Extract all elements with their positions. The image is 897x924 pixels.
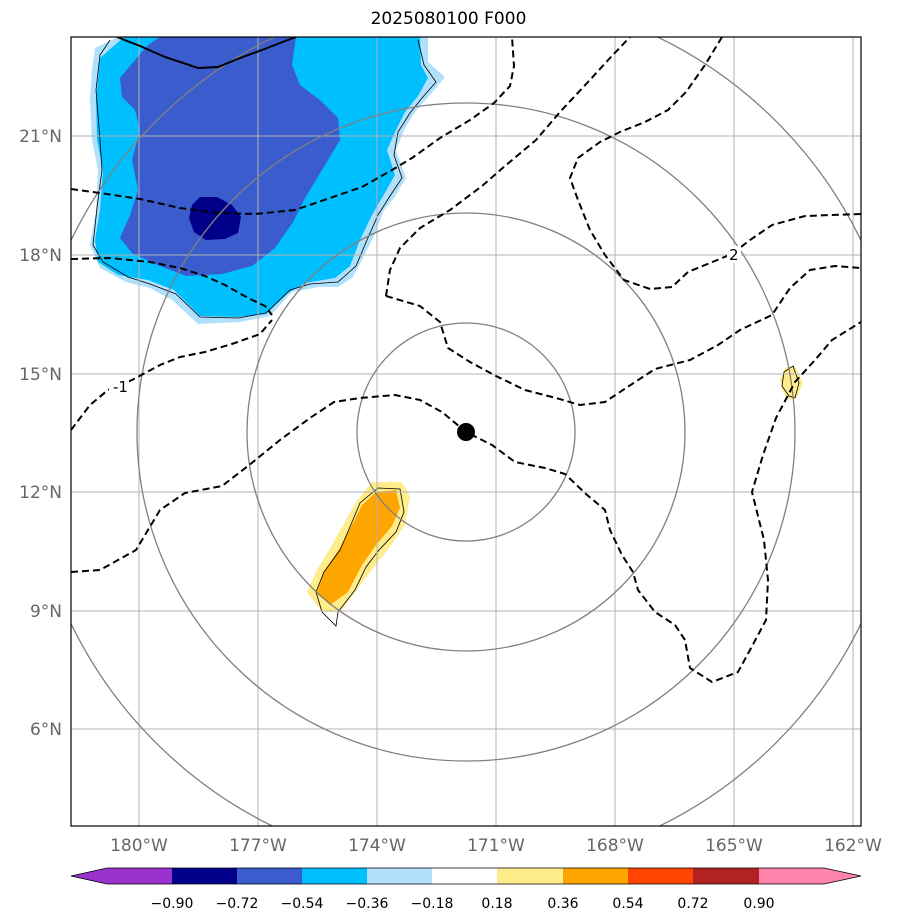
lat-axis-labels: 21°N 18°N 15°N 12°N 9°N 6°N xyxy=(19,127,62,740)
colorbar-bin xyxy=(367,868,433,884)
dashed-contour-d xyxy=(71,321,861,684)
colorbar-tick-label: 0.36 xyxy=(547,896,578,912)
field-outline-negative xyxy=(92,39,437,319)
range-ring-2 xyxy=(246,212,686,652)
colorbar xyxy=(70,867,862,885)
colorbar-bin xyxy=(302,868,368,884)
lon-label: 174°W xyxy=(348,836,406,856)
colorbar-bin xyxy=(107,868,173,884)
colorbar-tick-label: 0.72 xyxy=(677,896,708,912)
lat-label: 21°N xyxy=(19,127,62,147)
lat-label: 12°N xyxy=(19,483,62,503)
contour-label-neg1: -1 xyxy=(113,378,128,396)
lon-label: 168°W xyxy=(586,836,644,856)
colorbar-bin xyxy=(497,868,563,884)
dashed-contour-g xyxy=(568,37,861,291)
solid-contour xyxy=(116,37,297,70)
colorbar-bin xyxy=(237,868,303,884)
field-outline-positive xyxy=(315,487,405,627)
colorbar-tick-label: 0.54 xyxy=(612,896,643,912)
lon-label: 162°W xyxy=(824,836,882,856)
contour-label-2: 2 xyxy=(729,246,739,264)
dashed-contour-f xyxy=(385,264,861,407)
dashed-contour-a xyxy=(71,37,516,216)
lon-label: 171°W xyxy=(467,836,525,856)
map-plot-area: -1 2 xyxy=(71,37,861,826)
colorbar-bin xyxy=(172,868,238,884)
colorbar-bin xyxy=(628,868,694,884)
colorbar-tick-label: −0.72 xyxy=(216,896,259,912)
colorbar-extend-low xyxy=(71,868,107,884)
field-outline-small xyxy=(781,365,800,399)
range-ring-3 xyxy=(136,102,796,762)
dashed-contour-b xyxy=(71,256,273,316)
colorbar-tick-labels: −0.90 −0.72 −0.54 −0.36 −0.18 0.18 0.36 … xyxy=(151,896,775,912)
colorbar-bin xyxy=(759,868,825,884)
dashed-contour-c xyxy=(71,319,273,431)
colorbar-tick-label: 0.18 xyxy=(481,896,512,912)
lon-label: 165°W xyxy=(705,836,763,856)
colorbar-tick-label: −0.36 xyxy=(346,896,389,912)
lat-label: 6°N xyxy=(30,720,62,740)
range-rings xyxy=(71,37,861,826)
lat-label: 9°N xyxy=(30,602,62,622)
lat-label: 15°N xyxy=(19,365,62,385)
chart-title: 2025080100 F000 xyxy=(370,9,527,29)
colorbar-tick-label: −0.54 xyxy=(281,896,324,912)
positive-field-orange xyxy=(317,490,400,605)
colorbar-frame xyxy=(70,867,862,885)
colorbar-tick-label: 0.90 xyxy=(743,896,774,912)
dashed-contour-e xyxy=(385,37,631,297)
plot-frame xyxy=(70,36,862,827)
negative-field-dark xyxy=(120,37,340,276)
colorbar-tick-label: −0.90 xyxy=(151,896,194,912)
colorbar-tick-label: −0.18 xyxy=(411,896,454,912)
lon-axis-labels: 180°W 177°W 174°W 171°W 168°W 165°W 162°… xyxy=(110,836,882,856)
colorbar-bin xyxy=(563,868,629,884)
storm-center-marker xyxy=(457,423,475,441)
range-ring-1 xyxy=(356,322,576,542)
colorbar-bin xyxy=(693,868,759,884)
colorbar-extend-high xyxy=(824,868,861,884)
colorbar-bin xyxy=(432,868,498,884)
lat-label: 18°N xyxy=(19,246,62,266)
lon-label: 177°W xyxy=(229,836,287,856)
dashed-contours xyxy=(71,37,861,684)
lon-label: 180°W xyxy=(110,836,168,856)
graticule xyxy=(71,37,861,826)
